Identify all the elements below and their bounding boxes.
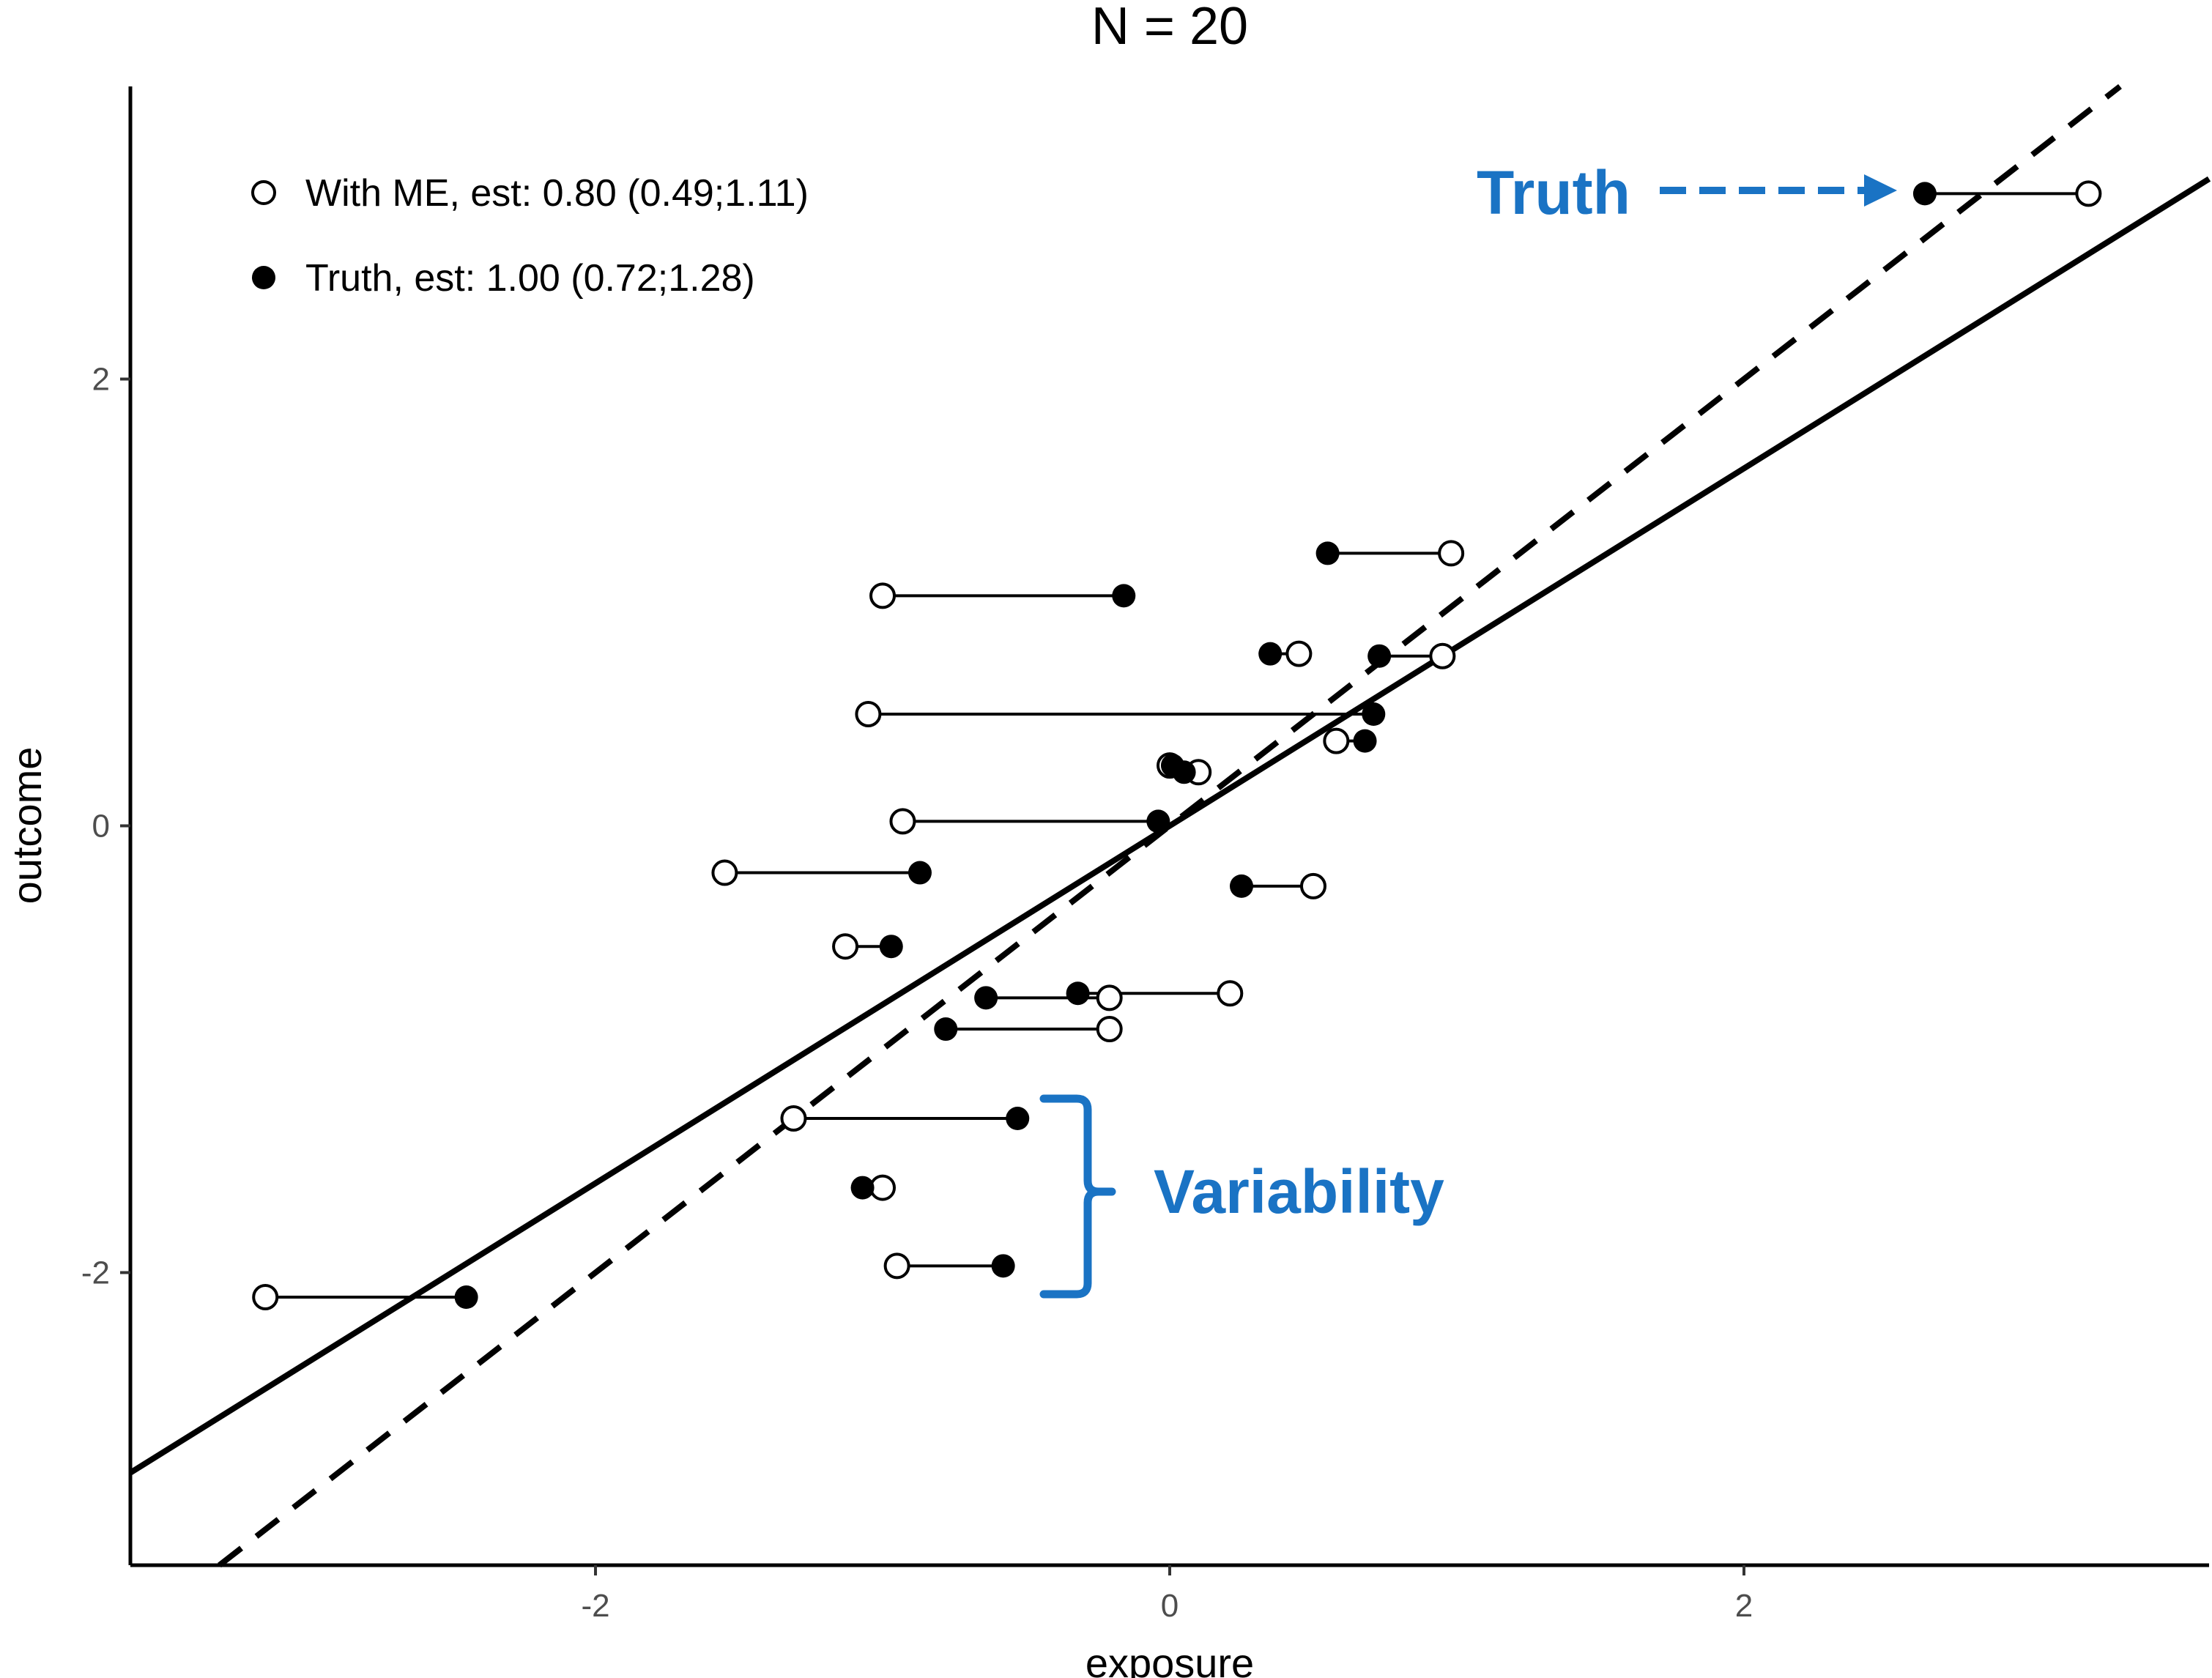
point-with-me bbox=[711, 859, 738, 886]
point-truth bbox=[1315, 541, 1340, 565]
plot-title: N = 20 bbox=[1091, 0, 1248, 56]
x-axis-title: exposure bbox=[1085, 1640, 1254, 1678]
point-truth bbox=[850, 1176, 875, 1200]
point-truth bbox=[1006, 1107, 1030, 1131]
point-truth bbox=[1172, 760, 1196, 784]
point-truth bbox=[1258, 642, 1283, 666]
point-truth bbox=[879, 935, 903, 959]
point-with-me bbox=[1096, 984, 1123, 1011]
legend: With ME, est: 0.80 (0.49;1.11) Truth, es… bbox=[251, 172, 809, 300]
x-tick-label: 2 bbox=[1735, 1588, 1753, 1624]
point-truth bbox=[991, 1254, 1015, 1278]
regression-lines bbox=[128, 83, 2211, 1568]
point-with-me bbox=[1217, 980, 1244, 1007]
legend-open-circle-icon bbox=[251, 180, 276, 205]
point-truth bbox=[454, 1285, 478, 1310]
point-truth bbox=[1912, 182, 1937, 206]
dashed-line bbox=[218, 83, 2122, 1568]
point-truth bbox=[974, 986, 998, 1010]
point-with-me bbox=[1299, 872, 1326, 899]
point-with-me bbox=[883, 1252, 910, 1280]
point-with-me bbox=[780, 1105, 807, 1132]
point-with-me bbox=[869, 582, 897, 609]
solid-line bbox=[128, 176, 2211, 1476]
y-tick-label: 2 bbox=[92, 362, 110, 398]
y-tick-label: -2 bbox=[81, 1255, 110, 1291]
data-points bbox=[252, 180, 2102, 1311]
point-with-me bbox=[1429, 642, 1456, 669]
point-with-me bbox=[2075, 180, 2102, 207]
legend-label-with-me: With ME, est: 0.80 (0.49;1.11) bbox=[305, 172, 809, 215]
point-with-me bbox=[252, 1284, 279, 1311]
point-with-me bbox=[1438, 540, 1465, 567]
truth-arrow-head-icon bbox=[1864, 174, 1897, 207]
variability-label: Variability bbox=[1154, 1157, 1444, 1226]
point-truth bbox=[1367, 644, 1392, 668]
truth-label: Truth bbox=[1477, 158, 1630, 227]
y-tick-label: 0 bbox=[92, 809, 110, 844]
point-truth bbox=[1066, 981, 1090, 1006]
measurement-error-segments bbox=[265, 192, 2089, 1299]
truth-annotation: Truth bbox=[1477, 158, 1897, 227]
point-with-me bbox=[869, 1174, 897, 1201]
x-tick-label: -2 bbox=[581, 1588, 609, 1624]
point-with-me bbox=[1096, 1016, 1123, 1043]
point-truth bbox=[1229, 874, 1253, 898]
legend-filled-circle-icon bbox=[252, 266, 275, 289]
axis-ticks: -2 0 2 -2 0 2 bbox=[81, 362, 1753, 1624]
point-truth bbox=[1353, 729, 1377, 753]
variability-annotation: Variability bbox=[1039, 1094, 1444, 1299]
y-axis-title: outcome bbox=[4, 747, 50, 905]
point-truth bbox=[934, 1017, 958, 1042]
curly-brace-icon bbox=[1039, 1094, 1116, 1299]
point-truth bbox=[1112, 584, 1136, 608]
point-with-me bbox=[832, 933, 859, 960]
x-tick-label: 0 bbox=[1161, 1588, 1179, 1624]
legend-label-truth: Truth, est: 1.00 (0.72;1.28) bbox=[305, 257, 755, 300]
point-with-me bbox=[855, 701, 882, 728]
point-with-me bbox=[1285, 640, 1313, 667]
point-with-me bbox=[889, 808, 916, 835]
point-truth bbox=[1362, 702, 1386, 727]
point-truth bbox=[1146, 809, 1170, 834]
point-with-me bbox=[1323, 727, 1350, 754]
point-truth bbox=[908, 861, 932, 885]
